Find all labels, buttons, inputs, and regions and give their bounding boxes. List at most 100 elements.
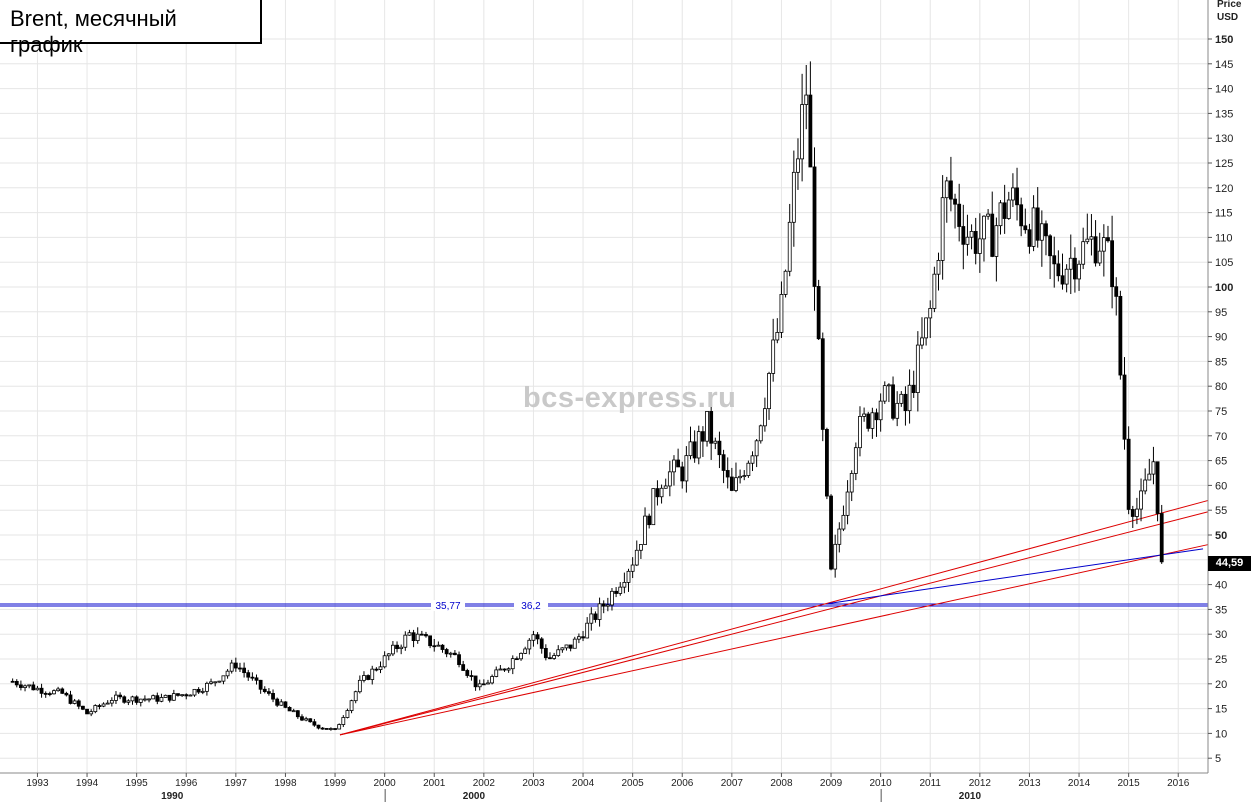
year-tick-label: 2016 (1167, 778, 1190, 789)
candle-body (81, 705, 85, 710)
year-tick-label: 2003 (522, 778, 545, 789)
candle-body (349, 700, 354, 711)
candle-body (523, 648, 528, 654)
candle-body (639, 544, 643, 551)
candle-body (1011, 187, 1015, 201)
candle-body (812, 166, 817, 287)
candle-body (176, 693, 180, 696)
candle-body (399, 646, 404, 650)
candle-body (804, 94, 809, 105)
candle-body (1081, 241, 1086, 265)
candle-body (1039, 223, 1044, 241)
candle-body (796, 158, 800, 173)
year-tick-label: 1998 (274, 778, 297, 789)
candle-body (833, 543, 838, 570)
candle-body (151, 695, 156, 700)
candle-body (428, 635, 433, 647)
candle-body (122, 696, 127, 703)
candle-body (295, 710, 300, 718)
candle-body (1155, 461, 1160, 514)
candle-body (705, 411, 709, 442)
candle-body (205, 682, 209, 692)
candle-body (1006, 199, 1011, 219)
candle-body (924, 317, 929, 339)
candle-body (763, 408, 767, 427)
year-tick-label: 1993 (26, 778, 49, 789)
candle-body (969, 230, 974, 238)
candle-body (1064, 268, 1069, 285)
candle-body (23, 685, 27, 688)
candle-body (465, 670, 470, 676)
candle-body (118, 694, 123, 698)
trend-lines (339, 497, 1219, 736)
candle-body (825, 429, 829, 497)
candle-body (97, 705, 102, 707)
candle-body (473, 675, 478, 688)
candle-body (1073, 257, 1077, 280)
candle-body (858, 416, 862, 449)
candle-body (341, 717, 346, 725)
price-axis-background (1208, 0, 1251, 802)
candle-body (105, 702, 110, 705)
currency-axis-label: USD (1217, 12, 1239, 23)
time-axis-background (0, 773, 1251, 802)
price-axis: 5101520253035404550556065707580859095100… (1207, 0, 1251, 802)
candle-body (262, 688, 267, 693)
candle-body (965, 236, 970, 245)
candle-body (1052, 255, 1057, 265)
candle-body (453, 652, 457, 656)
candle-body (746, 462, 751, 476)
candle-body (742, 475, 747, 477)
candle-body (324, 728, 329, 730)
candle-body (209, 681, 213, 684)
candle-body (994, 225, 999, 257)
candle-body (515, 658, 519, 661)
candle-body (233, 662, 238, 669)
candle-body (155, 695, 160, 702)
candle-body (345, 710, 350, 718)
candle-body (837, 528, 842, 545)
decade-label: 2000 (463, 791, 486, 802)
candle-body (663, 485, 668, 489)
candle-body (949, 180, 953, 200)
year-tick-label: 2012 (969, 778, 992, 789)
candle-body (138, 698, 143, 703)
candle-body (1143, 479, 1148, 492)
candle-body (329, 728, 333, 730)
candle-body (556, 649, 561, 656)
candle-body (527, 639, 532, 650)
candle-body (1048, 235, 1053, 257)
candle-body (469, 675, 474, 677)
candle-body (56, 688, 61, 692)
candle-body (391, 644, 395, 655)
candle-body (403, 634, 408, 648)
candle-body (47, 693, 52, 695)
candle-body (696, 431, 701, 459)
candle-body (1110, 240, 1115, 288)
candle-body (275, 698, 280, 706)
candle-body (89, 711, 94, 715)
trend-line (339, 541, 1219, 736)
candle-body (374, 668, 379, 671)
candle-body (800, 104, 805, 160)
candle-body (585, 622, 590, 639)
year-tick-label: 2009 (820, 778, 843, 789)
candle-body (597, 603, 602, 620)
candle-body (519, 652, 523, 660)
candle-body (130, 696, 135, 702)
candle-body (543, 648, 548, 659)
candle-body (878, 400, 883, 421)
price-tick-label: 85 (1215, 356, 1227, 368)
candle-body (362, 675, 366, 681)
price-axis-title: Price USD (1217, 0, 1241, 24)
price-tick-label: 55 (1215, 505, 1227, 517)
candle-body (353, 691, 358, 702)
candle-body (1015, 187, 1019, 206)
chart-title: Brent, месячный график (0, 0, 262, 57)
candle-body (568, 644, 573, 649)
year-tick-label: 2001 (423, 778, 446, 789)
candle-body (1118, 295, 1123, 376)
price-tick-label: 35 (1215, 604, 1227, 616)
price-tick-label: 95 (1215, 307, 1227, 319)
candle-body (60, 688, 65, 694)
